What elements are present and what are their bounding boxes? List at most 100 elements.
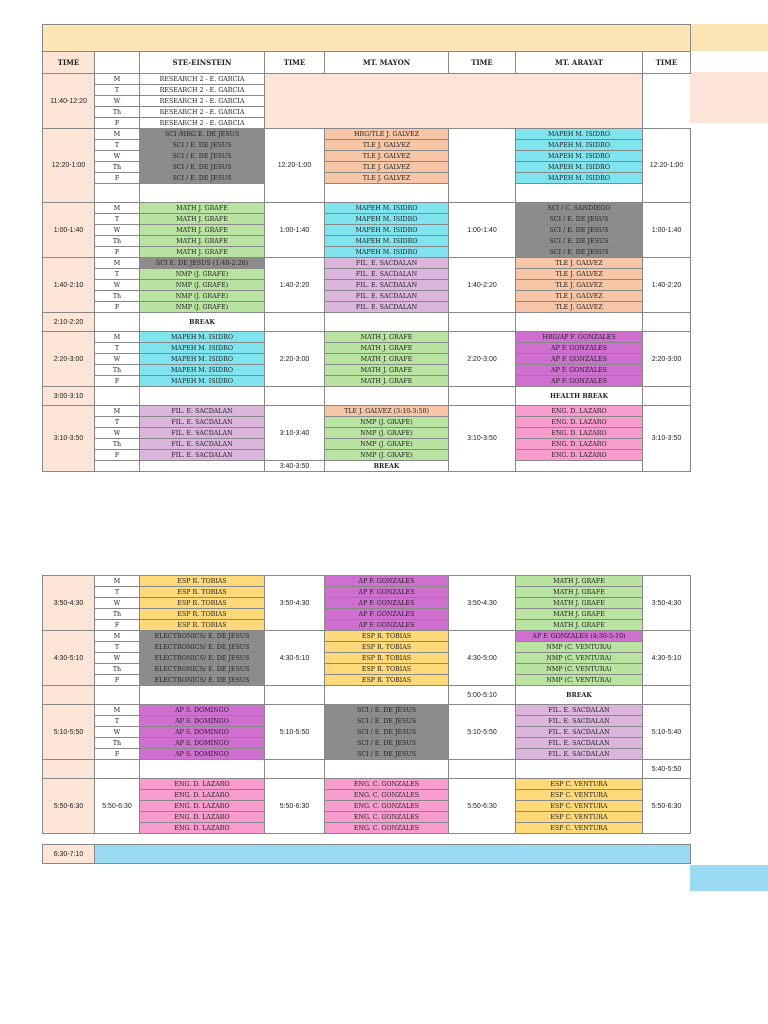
schedule-cell: MAPEH M. ISIDRO xyxy=(139,342,265,354)
schedule-cell: NMP (C. VENTURA) xyxy=(515,652,643,664)
table-row: F AP S. DOMINGO SCI / E. DE JESUS FIL. E. S… xyxy=(43,748,691,760)
time-slot-cell: 3:50-4:30 xyxy=(264,575,325,631)
break-cell: BREAK xyxy=(515,685,643,705)
time-slot-cell: 1:00-1:40 xyxy=(448,202,516,258)
schedule-cell: NMP (J. GRAFE) xyxy=(324,449,449,461)
table-row: W RESEARCH 2 - E. GARCIA xyxy=(43,95,691,107)
day-cell: M xyxy=(94,405,140,417)
empty-cell xyxy=(324,685,449,705)
schedule-cell: ENG. C. GONZALES xyxy=(324,811,449,823)
schedule-cell: FIL. E. SACDALAN xyxy=(139,427,265,439)
table-row: F FIL. E. SACDALAN NMP (J. GRAFE) ENG. D. L… xyxy=(43,449,691,461)
schedule-cell: ENG. D. LAZARO xyxy=(139,789,265,801)
schedule-cell: TLE J. GALVEZ xyxy=(324,172,449,184)
time-slot-cell: 5:10-5:40 xyxy=(642,704,691,760)
day-cell: Th xyxy=(94,161,140,173)
schedule-cell: MAPEH M. ISIDRO xyxy=(139,364,265,376)
column-header: TIME xyxy=(42,51,95,74)
schedule-cell: SCI / E. DE JESUS xyxy=(139,172,265,184)
table-row: W ESP R. TOBIAS AP F. GONZALES MATH J. GRAF… xyxy=(43,597,691,609)
schedule-cell: ESP R. TOBIAS xyxy=(324,652,449,664)
header-band-extension xyxy=(690,24,768,51)
table-row: T AP S. DOMINGO SCI / E. DE JESUS FIL. E. S… xyxy=(43,715,691,727)
schedule-cell: SCI / E. DE JESUS xyxy=(139,161,265,173)
schedule-cell: NMP (J. GRAFE) xyxy=(324,438,449,450)
empty-cell xyxy=(448,759,516,779)
schedule-cell: FIL. E. SACDALAN xyxy=(324,257,449,269)
schedule-cell: ESP R. TOBIAS xyxy=(139,608,265,620)
empty-cell xyxy=(94,844,691,864)
schedule-cell: TLE J. GALVEZ xyxy=(515,301,643,313)
table-row: W FIL. E. SACDALAN NMP (J. GRAFE) ENG. D. L… xyxy=(43,427,691,439)
column-header: TIME xyxy=(264,51,325,74)
schedule-cell: MAPEH M. ISIDRO xyxy=(139,375,265,387)
schedule-cell: FIL. E. SACDALAN xyxy=(515,715,643,727)
table-row: F SCI / E. DE JESUS TLE J. GALVEZ MAPEH M. … xyxy=(43,172,691,184)
schedule-cell: ELECTRONICS/ E. DE JESUS xyxy=(139,674,265,686)
empty-cell xyxy=(264,73,643,129)
day-cell: Th xyxy=(94,737,140,749)
schedule-cell: NMP (J. GRAFE) xyxy=(324,416,449,428)
table-row: ENG. D. LAZARO ENG. C. GONZALES ESP C. VEN… xyxy=(43,789,691,801)
column-header: TIME xyxy=(642,51,691,74)
table-row: F ESP R. TOBIAS AP F. GONZALES MATH J. GRAF… xyxy=(43,619,691,631)
empty-cell xyxy=(94,183,140,203)
schedule-cell: ESP R. TOBIAS xyxy=(324,663,449,675)
time-slot-cell: 1:40-2:20 xyxy=(264,257,325,313)
empty-cell xyxy=(324,759,449,779)
table-row: T ESP R. TOBIAS AP F. GONZALES MATH J. GRAF… xyxy=(43,586,691,598)
schedule-cell: MAPEH M. ISIDRO xyxy=(324,224,449,236)
empty-cell xyxy=(324,386,449,406)
schedule-cell: MAPEH M. ISIDRO xyxy=(515,128,643,140)
schedule-cell: RESEARCH 2 - E. GARCIA xyxy=(139,117,265,129)
schedule-cell: RESEARCH 2 - E. GARCIA xyxy=(139,95,265,107)
table-row: 4:30-5:10 M ELECTRONICS/ E. DE JESUS 4:30-5… xyxy=(42,630,691,686)
break-cell: HEALTH BREAK xyxy=(515,386,643,406)
table-row: Th MAPEH M. ISIDRO MATH J. GRAFE AP F. GONZ… xyxy=(43,364,691,376)
time-slot-cell: 6:30-7:10 xyxy=(42,844,95,864)
schedule-cell: AP F. GONZALES xyxy=(324,575,449,587)
schedule-cell: ELECTRONICS/ E. DE JESUS xyxy=(139,641,265,653)
schedule-cell: ESP C. VENTURA xyxy=(515,822,643,834)
research-band-extension xyxy=(690,72,768,123)
schedule-cell: AP F. GONZALES xyxy=(515,364,643,376)
time-slot-cell: 3:50-4:30 xyxy=(448,575,516,631)
day-cell: T xyxy=(94,268,140,280)
empty-cell xyxy=(42,685,95,705)
schedule-cell: MAPEH M. ISIDRO xyxy=(515,161,643,173)
table-row: ENG. D. LAZARO ENG. C. GONZALES ESP C. VEN… xyxy=(43,811,691,823)
schedule-cell: MATH J. GRAFE xyxy=(324,331,449,343)
schedule-cell: FIL. E. SACDALAN xyxy=(324,301,449,313)
schedule-cell: ESP C. VENTURA xyxy=(515,789,643,801)
schedule-table-1: TIME STE-EINSTEIN TIME MT. MAYON TIME MT. ARA… xyxy=(42,24,691,472)
day-cell: W xyxy=(94,353,140,365)
day-cell: W xyxy=(94,726,140,738)
time-slot-cell: 1:40-2:20 xyxy=(642,257,691,313)
column-header: MT. ARAYAT xyxy=(515,51,643,74)
schedule-cell: AP F. GONZALES xyxy=(324,597,449,609)
empty-cell xyxy=(139,386,265,406)
table-row: 1:40-2:10 M SCI E. DE JESUS (1:40-2:20) 1:4… xyxy=(42,257,691,313)
schedule-cell: AP F. GONZALES xyxy=(324,608,449,620)
schedule-cell: ENG. D. LAZARO xyxy=(515,405,643,417)
schedule-cell: AP F. GONZALES xyxy=(324,586,449,598)
empty-cell xyxy=(139,183,265,203)
schedule-cell: ESP C. VENTURA xyxy=(515,811,643,823)
day-cell: T xyxy=(94,641,140,653)
day-cell: Th xyxy=(94,438,140,450)
empty-cell xyxy=(139,759,265,779)
empty-cell xyxy=(448,386,516,406)
schedule-cell: MATH J. GRAFE xyxy=(139,235,265,247)
empty-cell xyxy=(642,685,691,705)
schedule-cell: ENG. D. LAZARO xyxy=(515,416,643,428)
schedule-cell: NMP (C. VENTURA) xyxy=(515,641,643,653)
schedule-cell: MATH J. GRAFE xyxy=(515,586,643,598)
schedule-cell: MATH J. GRAFE xyxy=(515,597,643,609)
schedule-cell: TLE J. GALVEZ xyxy=(324,161,449,173)
day-cell: W xyxy=(94,95,140,107)
header-row: TIME STE-EINSTEIN TIME MT. MAYON TIME MT. ARA… xyxy=(42,51,691,74)
empty-cell xyxy=(264,386,325,406)
empty-cell xyxy=(94,386,140,406)
schedule-cell: MATH J. GRAFE xyxy=(515,608,643,620)
day-cell: M xyxy=(94,630,140,642)
